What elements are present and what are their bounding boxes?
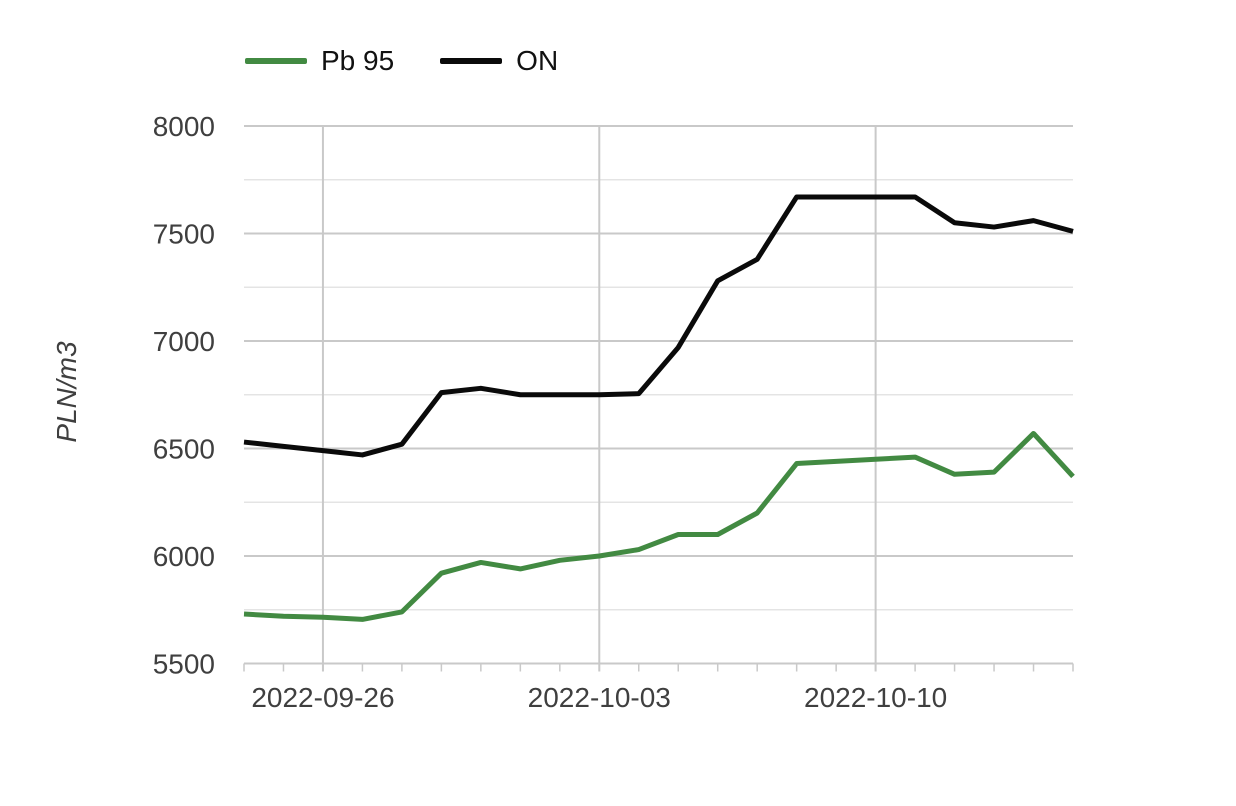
series-line-pb95 — [243, 430, 1075, 622]
x-tick-label-2022-09-26: 2022-09-26 — [251, 682, 394, 713]
y-tick-label-7500: 7500 — [153, 219, 215, 250]
x-tick-label-2022-10-03: 2022-10-03 — [528, 682, 671, 713]
chart-legend: Pb 95 ON — [245, 47, 558, 75]
y-tick-label-8000: 8000 — [153, 111, 215, 142]
y-axis-title: PLN/m3 — [51, 341, 82, 443]
y-tick-label-6000: 6000 — [153, 541, 215, 572]
y-tick-label-7000: 7000 — [153, 326, 215, 357]
legend-item-on: ON — [440, 47, 558, 75]
on-line-swatch — [440, 58, 503, 64]
pb95-line-swatch — [245, 58, 307, 64]
legend-item-pb95: Pb 95 — [245, 47, 394, 75]
y-tick-label-5500: 5500 — [153, 649, 215, 680]
x-tick-label-2022-10-10: 2022-10-10 — [804, 682, 947, 713]
legend-label-pb95: Pb 95 — [321, 45, 395, 76]
y-tick-label-6500: 6500 — [153, 434, 215, 465]
legend-label-on: ON — [516, 45, 559, 76]
series-line-on — [243, 194, 1074, 458]
